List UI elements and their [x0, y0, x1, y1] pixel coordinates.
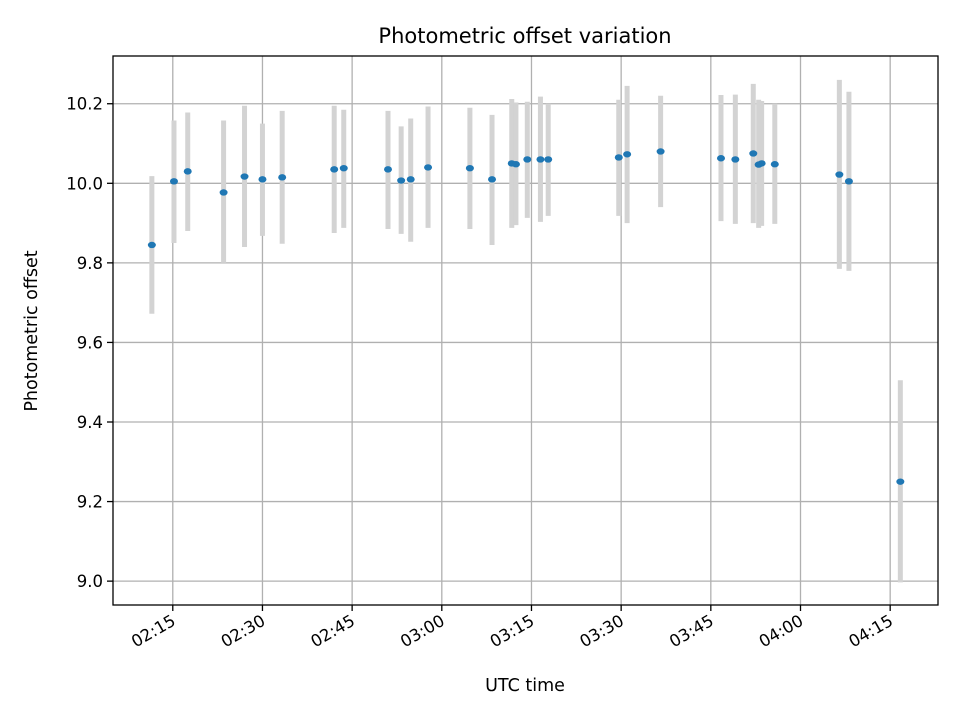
y-tick-label: 9.6: [77, 333, 103, 352]
data-point: [240, 173, 249, 180]
x-tick-label: 04:00: [756, 611, 807, 651]
data-point: [278, 174, 287, 181]
y-tick-label: 10.2: [66, 95, 103, 114]
x-tick-label: 02:15: [128, 611, 179, 651]
x-axis-label: UTC time: [485, 676, 565, 696]
x-tick-label: 03:00: [397, 611, 448, 651]
data-point: [397, 177, 406, 184]
y-tick-label: 9.0: [77, 572, 103, 591]
y-axis-label: Photometric offset: [22, 250, 42, 411]
data-point: [716, 155, 725, 162]
data-point: [488, 176, 497, 183]
data-point: [384, 166, 392, 173]
data-point: [896, 478, 905, 485]
data-point: [536, 156, 545, 163]
data-point: [544, 156, 553, 163]
plot-area-frame: [112, 55, 939, 606]
x-tick-label: 03:30: [576, 611, 627, 651]
data-point: [219, 189, 228, 196]
data-point: [465, 164, 474, 172]
y-tick-label: 9.8: [77, 254, 103, 273]
x-axis-ticks: 02:15 02:30 02:45 03:00 03:15 03:30 03:45 04:00…: [128, 605, 896, 651]
data-point: [731, 156, 740, 163]
data-point: [523, 156, 532, 163]
x-tick-label: 04:15: [845, 611, 896, 651]
x-tick-label: 03:45: [666, 611, 717, 651]
data-point: [330, 166, 339, 173]
data-point: [844, 178, 853, 185]
data-point: [258, 176, 267, 183]
data-point: [511, 161, 520, 168]
data-point: [147, 241, 156, 249]
data-points: [147, 148, 905, 485]
data-point: [757, 160, 766, 167]
data-point: [339, 164, 348, 172]
data-point: [835, 171, 844, 178]
data-point: [183, 168, 192, 175]
data-point: [169, 178, 178, 185]
data-point: [770, 161, 779, 168]
y-axis-ticks: 9.0 9.2 9.4 9.6 9.8 10.0 10.2: [66, 95, 113, 591]
data-point: [623, 151, 632, 158]
y-tick-label: 9.2: [77, 493, 103, 512]
y-tick-label: 10.0: [66, 174, 103, 193]
data-point: [749, 150, 758, 157]
chart-title: Photometric offset variation: [378, 24, 671, 48]
x-tick-label: 03:15: [487, 611, 538, 651]
error-bars: [149, 79, 903, 583]
y-tick-label: 9.4: [77, 413, 103, 432]
data-point: [406, 176, 415, 183]
data-point: [424, 164, 433, 171]
data-point: [656, 148, 665, 155]
data-point: [614, 154, 623, 161]
x-tick-label: 02:30: [218, 611, 269, 651]
x-tick-label: 02:45: [307, 611, 358, 651]
